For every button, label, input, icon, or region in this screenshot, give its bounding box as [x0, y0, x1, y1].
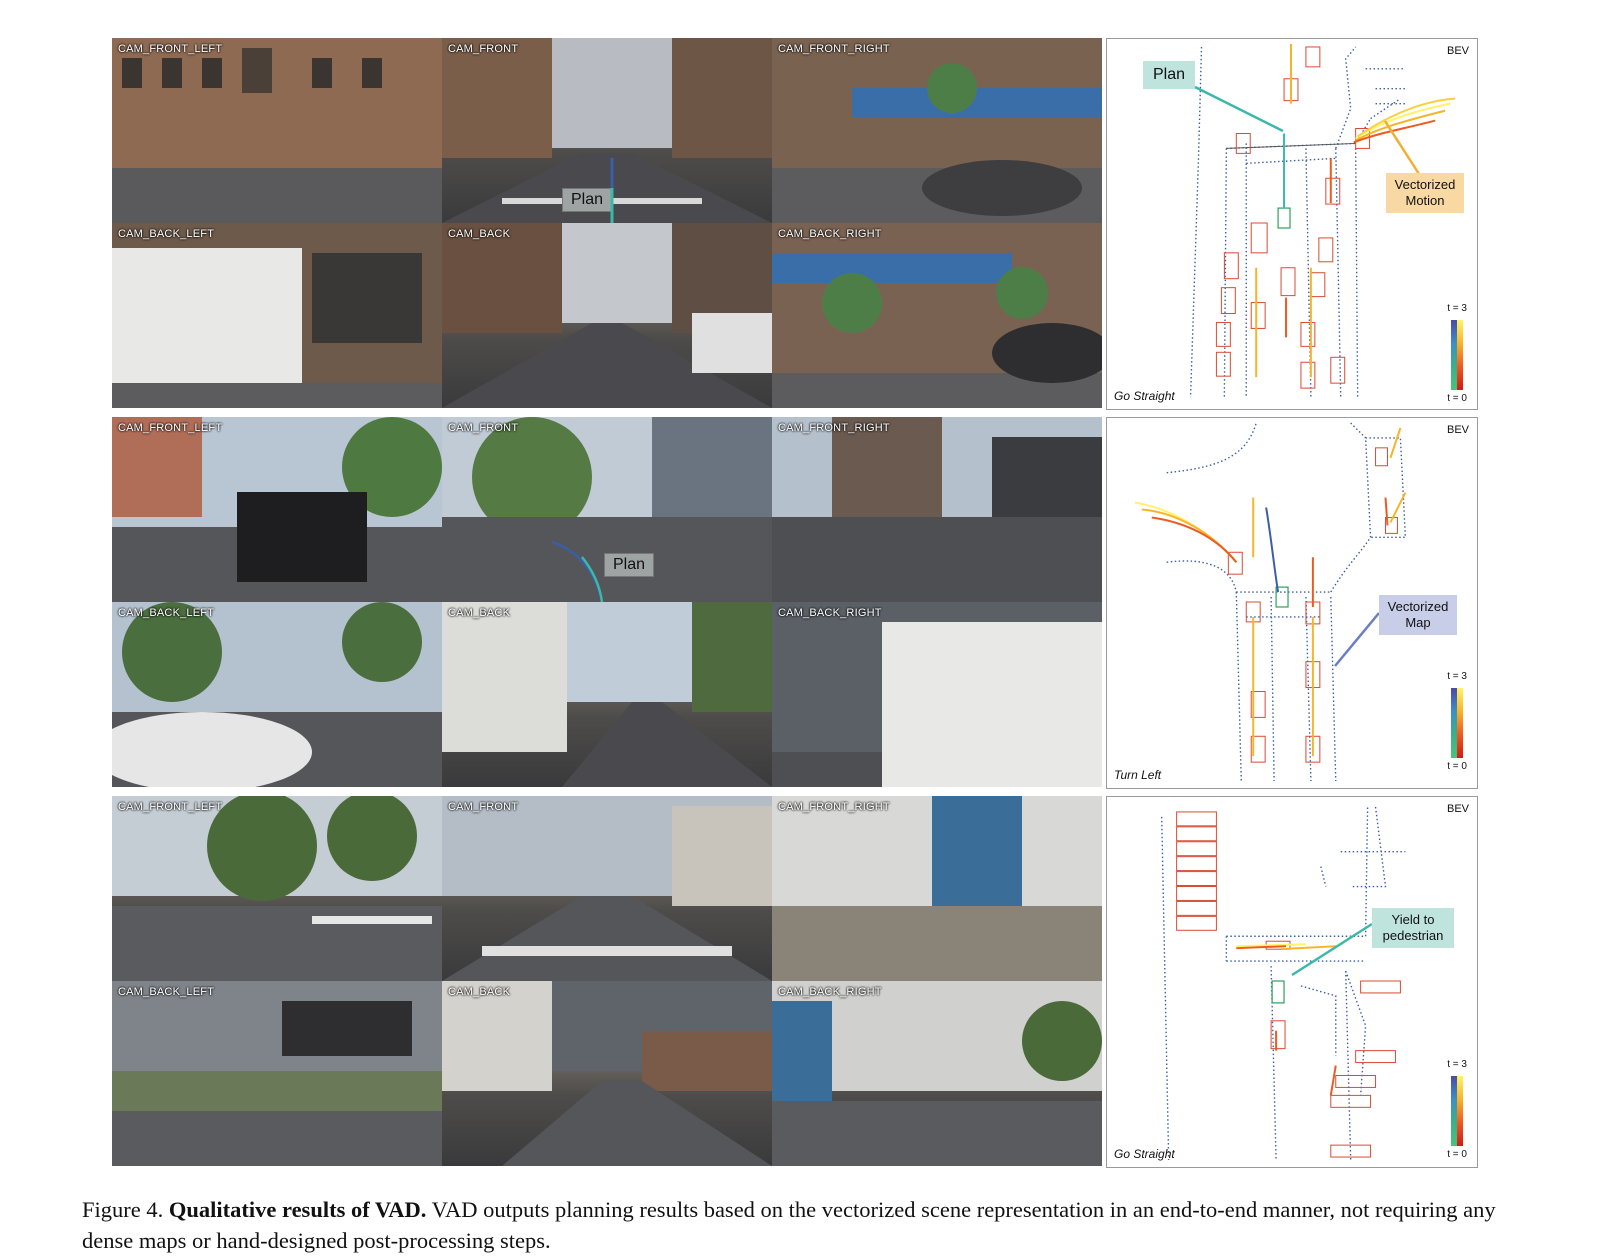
plan-trajectory: [551, 540, 604, 602]
camera-image: CAM_FRONT_LEFT: [112, 38, 442, 223]
camera-image: CAM_FRONT_RIGHT: [772, 796, 1102, 981]
caption-bold: Qualitative results of VAD.: [168, 1197, 427, 1222]
camera-label: CAM_BACK: [448, 986, 511, 998]
camera-image: CAM_BACK: [442, 223, 772, 408]
timestep-bottom-label: t = 0: [1447, 1149, 1467, 1160]
time-colorbar: [1451, 688, 1463, 758]
street-scene-graphic: [112, 417, 442, 602]
vectorized-map-callout: Vectorized Map: [1379, 595, 1457, 635]
timestep-bottom-label: t = 0: [1447, 393, 1467, 404]
street-scene-graphic: [112, 602, 442, 787]
bev-map: [1189, 43, 1456, 398]
bev-panel: BEV Turn Left t = 3 t = 0 Vectorized Map: [1106, 417, 1478, 789]
street-scene-graphic: [442, 796, 772, 981]
yield-to-pedestrian-callout: Yield to pedestrian: [1372, 908, 1454, 948]
camera-label: CAM_BACK_LEFT: [118, 986, 215, 998]
bev-title: BEV: [1446, 45, 1469, 57]
camera-image: CAM_FRONT_LEFT: [112, 796, 442, 981]
camera-label: CAM_FRONT_RIGHT: [778, 422, 890, 434]
street-scene-graphic: [112, 223, 442, 408]
camera-label: CAM_FRONT: [448, 422, 519, 434]
camera-image: CAM_BACK: [442, 981, 772, 1166]
camera-image: CAM_BACK_RIGHT: [772, 981, 1102, 1166]
camera-grid-row-3: CAM_FRONT_LEFT CAM_FRONT CAM_FRONT_RIGHT: [112, 796, 1103, 1166]
camera-image: CAM_FRONT_RIGHT: [772, 38, 1102, 223]
camera-image: CAM_BACK_RIGHT: [772, 223, 1102, 408]
camera-label: CAM_FRONT_RIGHT: [778, 43, 890, 55]
street-scene-graphic: [772, 796, 1102, 981]
camera-label: CAM_FRONT_LEFT: [118, 422, 223, 434]
street-scene-graphic: [772, 38, 1102, 223]
street-scene-graphic: [772, 981, 1102, 1166]
camera-label: CAM_FRONT_LEFT: [118, 801, 223, 813]
camera-image: CAM_FRONT: [442, 796, 772, 981]
camera-label: CAM_BACK_RIGHT: [778, 228, 882, 240]
street-scene-graphic: [772, 223, 1102, 408]
street-scene-graphic: [442, 417, 772, 602]
bev-panel: BEV Go Straight t = 3 t = 0 Yield to ped…: [1106, 796, 1478, 1168]
camera-label: CAM_BACK_LEFT: [118, 607, 215, 619]
figure-caption: Figure 4. Qualitative results of VAD. VA…: [82, 1194, 1542, 1256]
camera-label: CAM_BACK: [448, 607, 511, 619]
plan-trajectory: [610, 158, 614, 223]
camera-image: CAM_BACK_LEFT: [112, 602, 442, 787]
plan-tag: Plan: [604, 553, 655, 577]
camera-image: CAM_FRONT_RIGHT: [772, 417, 1102, 602]
time-colorbar: [1451, 320, 1463, 390]
caption-text: VAD outputs planning results based on th…: [82, 1197, 1496, 1253]
driving-command: Go Straight: [1114, 1147, 1175, 1161]
camera-image: CAM_FRONT_LEFT: [112, 417, 442, 602]
street-scene-graphic: [112, 38, 442, 223]
driving-command: Go Straight: [1114, 389, 1175, 403]
street-scene-graphic: [112, 981, 442, 1166]
street-scene-graphic: [442, 223, 772, 408]
driving-command: Turn Left: [1114, 768, 1162, 782]
camera-label: CAM_FRONT_LEFT: [118, 43, 223, 55]
street-scene-graphic: [442, 981, 772, 1166]
camera-label: CAM_FRONT: [448, 801, 519, 813]
camera-label: CAM_BACK_LEFT: [118, 228, 215, 240]
camera-grid-row-2: CAM_FRONT_LEFT CAM_FRONT Plan: [112, 417, 1103, 787]
camera-label: CAM_BACK_RIGHT: [778, 607, 882, 619]
camera-image: CAM_BACK_RIGHT: [772, 602, 1102, 787]
camera-label: CAM_BACK_RIGHT: [778, 986, 882, 998]
bev-title: BEV: [1446, 424, 1469, 436]
bev-panel: BEV Go Straight t = 3 t = 0 Plan Vectori…: [1106, 38, 1478, 410]
camera-image: CAM_FRONT Plan: [442, 38, 772, 223]
time-colorbar: [1451, 1076, 1463, 1146]
bev-title: BEV: [1446, 803, 1469, 815]
plan-tag: Plan: [562, 188, 613, 212]
camera-image: CAM_BACK_LEFT: [112, 981, 442, 1166]
plan-callout: Plan: [1143, 61, 1196, 89]
timestep-bottom-label: t = 0: [1447, 761, 1467, 772]
vectorized-motion-callout: Vectorized Motion: [1386, 173, 1464, 213]
timestep-top-label: t = 3: [1447, 1059, 1467, 1070]
camera-image: CAM_BACK: [442, 602, 772, 787]
camera-image: CAM_FRONT Plan: [442, 417, 772, 602]
street-scene-graphic: [772, 417, 1102, 602]
camera-label: CAM_FRONT_RIGHT: [778, 801, 890, 813]
street-scene-graphic: [772, 602, 1102, 787]
bev-map: [1134, 422, 1407, 782]
timestep-top-label: t = 3: [1447, 303, 1467, 314]
street-scene-graphic: [112, 796, 442, 981]
bev-map: [1161, 806, 1406, 1161]
camera-image: CAM_BACK_LEFT: [112, 223, 442, 408]
street-scene-graphic: [442, 602, 772, 787]
camera-label: CAM_FRONT: [448, 43, 519, 55]
timestep-top-label: t = 3: [1447, 671, 1467, 682]
camera-grid-row-1: CAM_FRONT_LEFT CAM_FRONT Plan: [112, 38, 1103, 408]
caption-label: Figure 4.: [82, 1197, 164, 1222]
camera-label: CAM_BACK: [448, 228, 511, 240]
